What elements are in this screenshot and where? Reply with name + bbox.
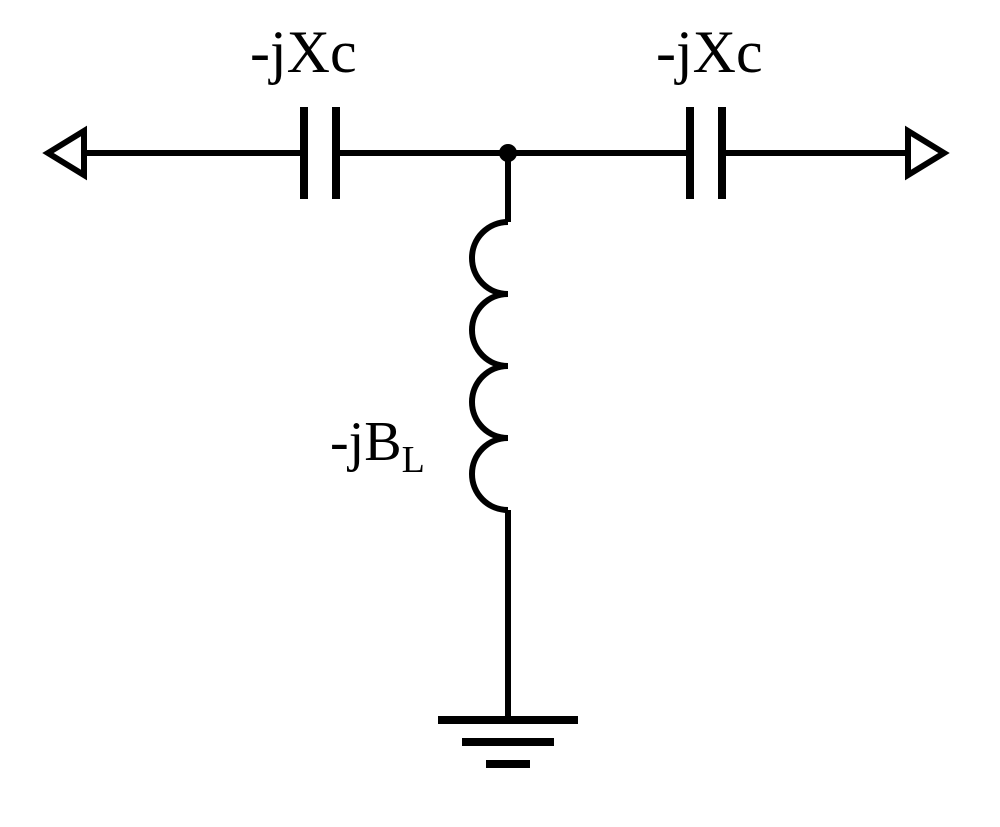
label-cap-right-text: -jXc: [656, 19, 763, 85]
circuit-diagram: -jXc -jXc -jBL: [0, 0, 1000, 827]
label-inductor-text: -jB: [330, 411, 402, 473]
label-cap-right: -jXc: [656, 18, 763, 87]
label-cap-left-text: -jXc: [250, 19, 357, 85]
label-cap-left: -jXc: [250, 18, 357, 87]
label-inductor-sub: L: [402, 439, 425, 481]
label-inductor: -jBL: [330, 410, 425, 482]
circuit-svg: [0, 0, 1000, 827]
